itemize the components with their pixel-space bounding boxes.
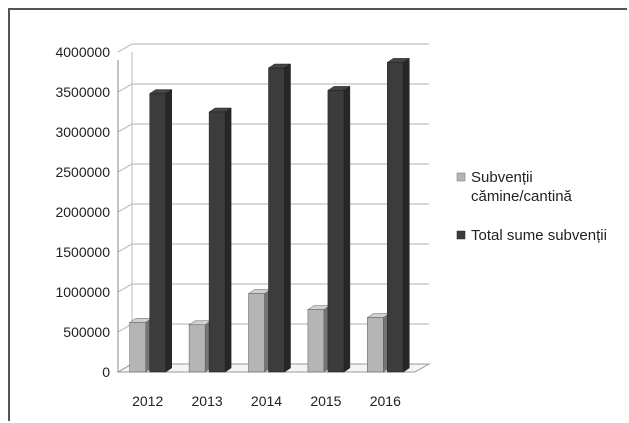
bar-total-subventii-2013 [208,107,232,373]
legend-item-subventii-camine: Subvenții cămine/cantină [456,169,573,205]
legend-swatch [456,230,466,240]
legend-item-total-subventii: Total sume subvenții [456,227,607,244]
y-tick-label: 2000000 [55,204,110,220]
bar-subventii-camine-2016 [366,313,391,373]
bar-subventii-camine-2015 [307,305,331,373]
y-tick-label: 2500000 [55,164,110,180]
bar-total-subventii-2012 [148,89,173,373]
x-tick-label: 2014 [251,393,282,409]
x-tick-label: 2015 [310,393,341,409]
bars [128,57,411,373]
y-tick-label: 1500000 [55,244,110,260]
bar-total-subventii-2014 [267,63,292,373]
legend-label: Total sume subvenții [471,227,607,244]
bar-subventii-camine-2013 [188,320,212,373]
legend-swatch [456,172,466,182]
gridline [117,43,429,53]
legend-label: Subvenții [471,169,533,186]
x-tick-label: 2012 [132,393,163,409]
y-tick-label: 4000000 [55,44,110,60]
bar-subventii-camine-2014 [247,289,272,373]
legend: Subvenții cămine/cantină Total sume subven… [456,169,607,244]
legend-label: cămine/cantină [471,188,573,205]
y-tick-label: 500000 [63,324,110,340]
x-tick-label: 2013 [192,393,223,409]
y-axis-ticks: 0 500000 1000000 1500000 2000000 2500000 30000… [55,44,110,380]
y-tick-label: 3000000 [55,124,110,140]
y-tick-label: 3500000 [55,84,110,100]
x-tick-label: 2016 [370,393,401,409]
bar-subventii-camine-2012 [128,317,153,373]
bar-total-subventii-2015 [327,85,351,373]
y-tick-label: 1000000 [55,284,110,300]
y-tick-label: 0 [102,364,110,380]
x-axis-ticks: 2012 2013 2014 2015 2016 [132,393,401,409]
bar-total-subventii-2016 [386,57,411,373]
